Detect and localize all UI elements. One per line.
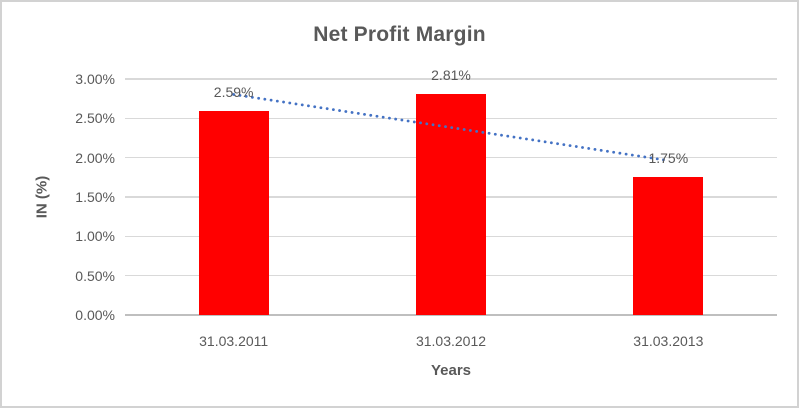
chart-title: Net Profit Margin xyxy=(313,23,486,46)
y-tick-label: 1.50% xyxy=(75,189,115,205)
bar xyxy=(198,111,269,315)
bar xyxy=(416,93,486,315)
y-tick-label: 1.00% xyxy=(75,228,115,245)
bar-value-label: 2.59% xyxy=(213,84,254,101)
y-tick-label: 3.00% xyxy=(75,71,115,87)
x-tick-label: 31.03.2011 xyxy=(199,333,269,349)
y-axis-title: IN (%) xyxy=(33,175,51,219)
y-tick-label: 0.50% xyxy=(75,267,115,284)
x-tick-label: 31.03.2012 xyxy=(415,333,487,349)
x-tick-label: 31.03.2013 xyxy=(633,333,704,349)
bar xyxy=(633,177,704,315)
bar-value-label: 1.75% xyxy=(648,150,689,167)
x-axis-title: Years xyxy=(430,362,472,379)
x-axis-line xyxy=(125,314,777,316)
y-tick-label: 0.00% xyxy=(75,307,115,323)
bar-value-label: 2.81% xyxy=(431,66,471,83)
y-tick-label: 2.50% xyxy=(75,110,115,127)
y-tick-label: 2.00% xyxy=(75,149,115,166)
gridline xyxy=(125,78,777,80)
